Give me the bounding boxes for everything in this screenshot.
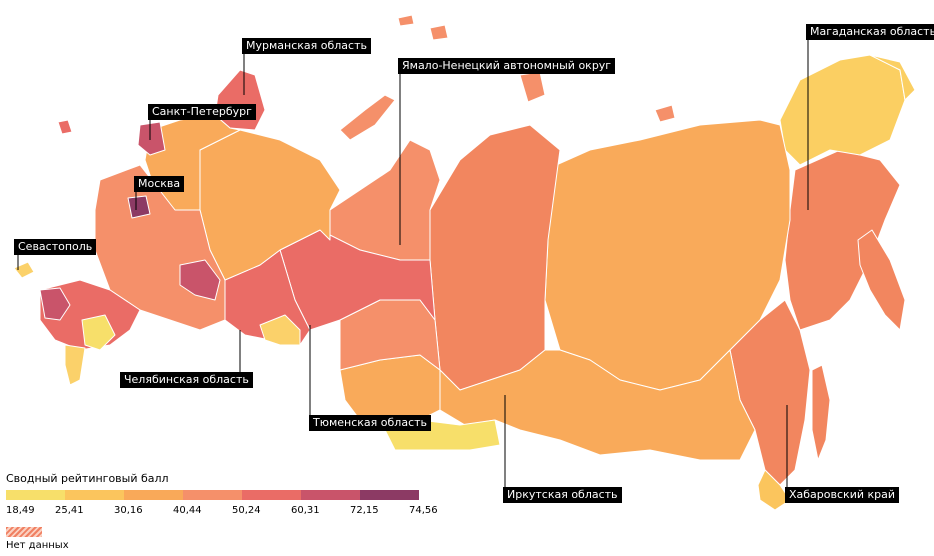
legend-swatch-4 [242,490,301,500]
legend-tick: 60,31 [291,505,320,516]
legend-swatch-6 [360,490,419,500]
legend-swatch-3 [183,490,242,500]
legend-tick: 25,41 [55,505,84,516]
region-primorye[interactable] [757,469,791,511]
region-crimea[interactable] [13,261,35,279]
legend-swatch-0 [6,490,65,500]
region-sakhalin[interactable] [811,364,831,461]
label-murmansk: Мурманская область [242,38,371,54]
label-sevastopol: Севастополь [14,239,97,255]
legend-swatch-1 [65,490,124,500]
legend-title: Сводный рейтинговый балл [6,472,169,485]
region-dagestan[interactable] [64,344,86,386]
region-chukotka[interactable] [869,54,916,101]
label-khabarovsk: Хабаровский край [785,487,899,503]
region-krasnodar[interactable] [39,287,71,321]
region-irkutsk[interactable] [439,349,756,461]
legend-tick: 30,16 [114,505,143,516]
legend-tick: 40,44 [173,505,202,516]
no-data-label: Нет данных [6,540,69,551]
region-arctic-islands[interactable] [519,71,546,103]
legend-tick: 50,24 [232,505,261,516]
region-kurgan[interactable] [259,314,301,346]
region-novaya-zemlya[interactable] [339,94,396,141]
label-irkutsk: Иркутская область [503,487,622,503]
legend-swatch-2 [124,490,183,500]
label-spb: Санкт-Петербург [148,104,256,120]
region-krasnoyarsk[interactable] [429,124,561,391]
label-moscow: Москва [134,176,185,192]
region-caucasus[interactable] [81,314,116,351]
region-magadan[interactable] [779,54,906,166]
legend-tick: 72,15 [350,505,379,516]
legend-swatch-5 [301,490,360,500]
label-tyumen: Тюменская область [309,415,432,431]
region-moscow[interactable] [127,195,151,219]
legend-color-scale [6,490,419,500]
no-data-swatch [6,527,42,537]
region-arctic-islands-3[interactable] [429,24,449,41]
label-magadan: Магаданская область [806,24,934,40]
region-yamalo-nenets[interactable] [329,139,441,261]
region-spb[interactable] [137,121,166,156]
region-kamchatka[interactable] [857,229,906,331]
region-volga[interactable] [179,259,221,301]
label-yamalo-nenets: Ямало-Ненецкий автономный округ [398,58,616,74]
region-kaliningrad[interactable] [57,119,73,135]
label-chelyabinsk: Челябинская область [120,372,253,388]
legend-tick: 74,56 [409,505,438,516]
region-far-east-coast[interactable] [784,149,901,331]
legend-tick: 18,49 [6,505,35,516]
region-arctic-islands-2[interactable] [397,14,415,27]
region-arctic-islands-4[interactable] [654,104,676,123]
